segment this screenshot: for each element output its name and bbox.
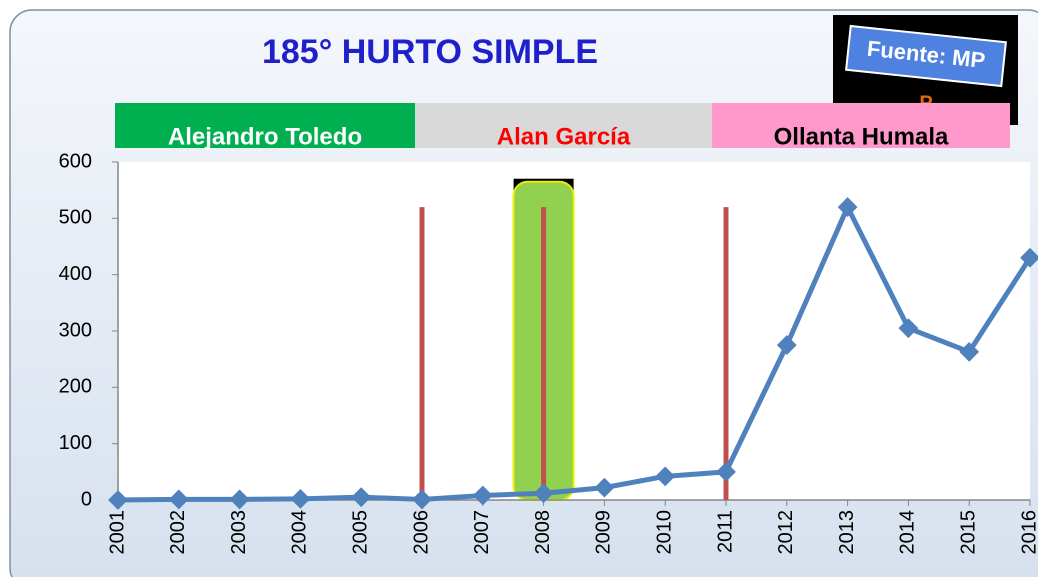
data-point	[290, 488, 311, 509]
source-box	[845, 24, 1007, 88]
x-tick-label: 2004	[289, 510, 311, 555]
data-point	[229, 489, 250, 510]
x-tick-label: 2009	[593, 510, 615, 555]
x-tick-label: 2002	[167, 510, 189, 555]
data-point	[108, 490, 128, 510]
chart-title: 185° HURTO SIMPLE	[262, 33, 598, 71]
x-tick-label: 2014	[897, 510, 919, 555]
period-band	[415, 103, 712, 148]
x-tick-label: 2013	[836, 510, 858, 555]
period-label: Ollanta Humala	[774, 123, 949, 150]
y-tick-label: 600	[59, 150, 92, 172]
y-tick-label: 400	[59, 263, 92, 285]
data-point	[898, 318, 919, 339]
x-tick-label: 2005	[349, 510, 371, 555]
data-point	[776, 335, 797, 355]
data-point	[716, 461, 736, 482]
x-tick-label: 2007	[471, 510, 493, 555]
source-label: Fuente: MP	[845, 24, 1007, 88]
data-point	[959, 341, 980, 362]
y-tick-label: 200	[59, 376, 92, 398]
period-label: Alejandro Toledo	[168, 123, 362, 150]
period-label: Alan García	[497, 123, 631, 150]
y-tick-label: 300	[59, 319, 92, 341]
x-tick-label: 2011	[714, 510, 736, 553]
x-tick-label: 2010	[653, 510, 675, 555]
data-point	[412, 489, 432, 510]
data-point	[594, 477, 615, 498]
x-tick-label: 2015	[957, 510, 979, 555]
x-tick-label: 2016	[1018, 510, 1038, 555]
y-tick-label: 500	[59, 207, 92, 229]
data-point	[472, 485, 493, 506]
data-point	[1020, 247, 1038, 268]
x-tick-label: 2008	[532, 510, 554, 555]
x-tick-label: 2006	[410, 510, 432, 555]
x-tick-label: 2003	[228, 510, 250, 555]
period-band	[115, 103, 415, 148]
series-line	[117, 204, 1033, 503]
y-tick-label: 100	[59, 432, 92, 454]
period-band	[712, 103, 1010, 148]
data-point	[533, 483, 554, 504]
y-tick-label: 0	[81, 488, 92, 510]
data-point	[351, 487, 372, 508]
x-tick-label: 2012	[775, 510, 797, 555]
data-point	[655, 466, 676, 487]
data-point	[168, 489, 189, 510]
x-tick-label: 2001	[106, 510, 128, 555]
